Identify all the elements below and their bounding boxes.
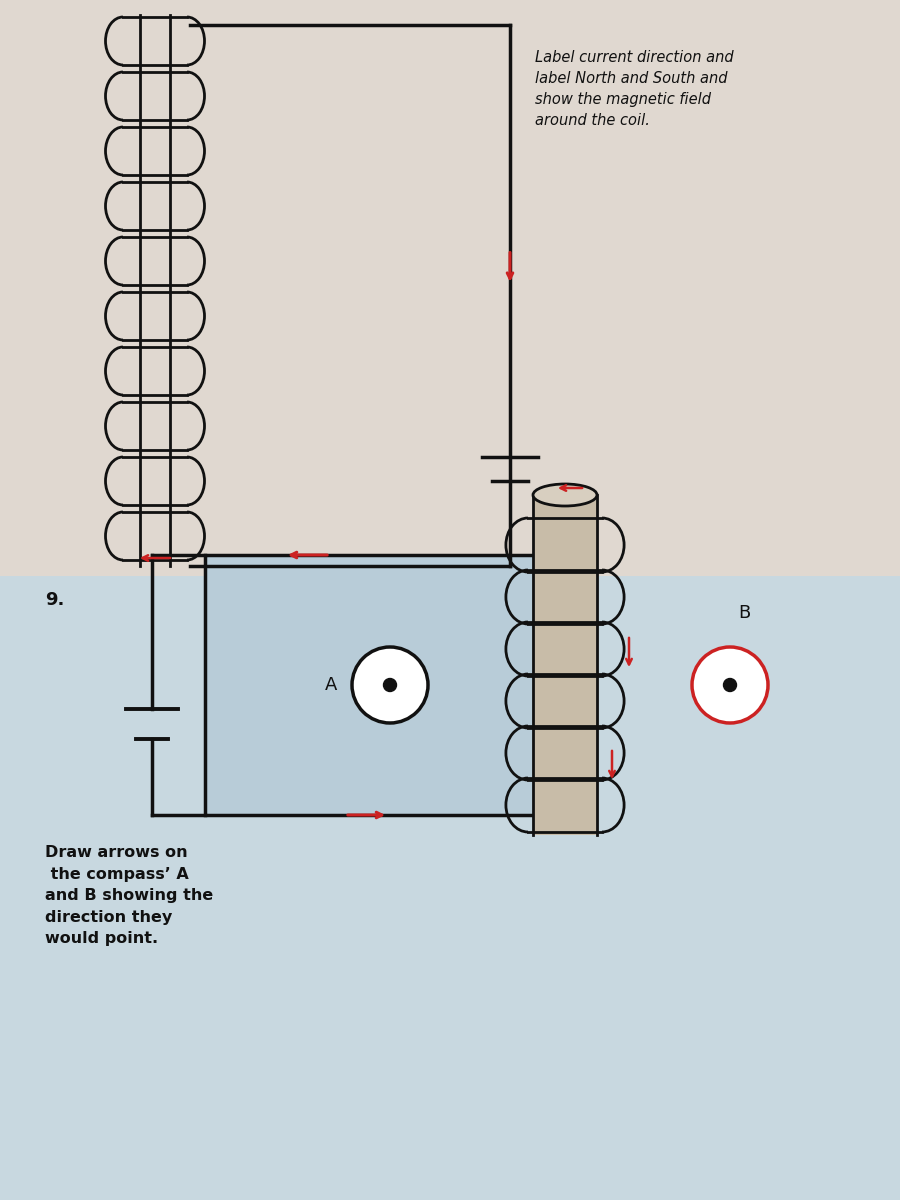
- Text: A: A: [325, 676, 338, 694]
- Bar: [0, 576, 900, 1200]
- Bar: [533, 494, 597, 835]
- Bar: [205, 554, 585, 815]
- Circle shape: [352, 647, 428, 722]
- Bar: [0, 0, 900, 576]
- Text: B: B: [738, 604, 751, 622]
- Ellipse shape: [533, 484, 597, 506]
- Text: Label current direction and
label North and South and
show the magnetic field
ar: Label current direction and label North …: [535, 50, 734, 128]
- Text: 9.: 9.: [45, 590, 65, 608]
- Text: Draw arrows on
 the compass’ A
and B showing the
direction they
would point.: Draw arrows on the compass’ A and B show…: [45, 845, 213, 947]
- Circle shape: [692, 647, 768, 722]
- Circle shape: [383, 678, 397, 691]
- Circle shape: [724, 678, 736, 691]
